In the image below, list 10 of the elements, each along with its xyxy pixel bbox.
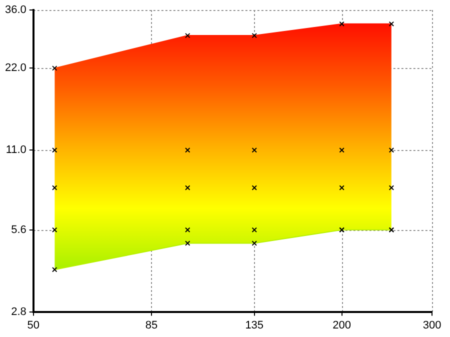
y-tick-label: 5.6 bbox=[11, 224, 26, 236]
x-tick-label: 300 bbox=[422, 319, 442, 332]
y-tick-label: 36.0 bbox=[4, 4, 26, 16]
x-tick-label: 50 bbox=[27, 319, 40, 332]
y-tick-label: 2.8 bbox=[11, 306, 26, 318]
y-tick-label: 11.0 bbox=[6, 144, 26, 156]
x-tick-label: 85 bbox=[145, 319, 158, 332]
y-tick-label: 22.0 bbox=[4, 62, 26, 74]
x-tick-label: 200 bbox=[332, 319, 351, 332]
x-tick-label: 135 bbox=[245, 319, 264, 332]
